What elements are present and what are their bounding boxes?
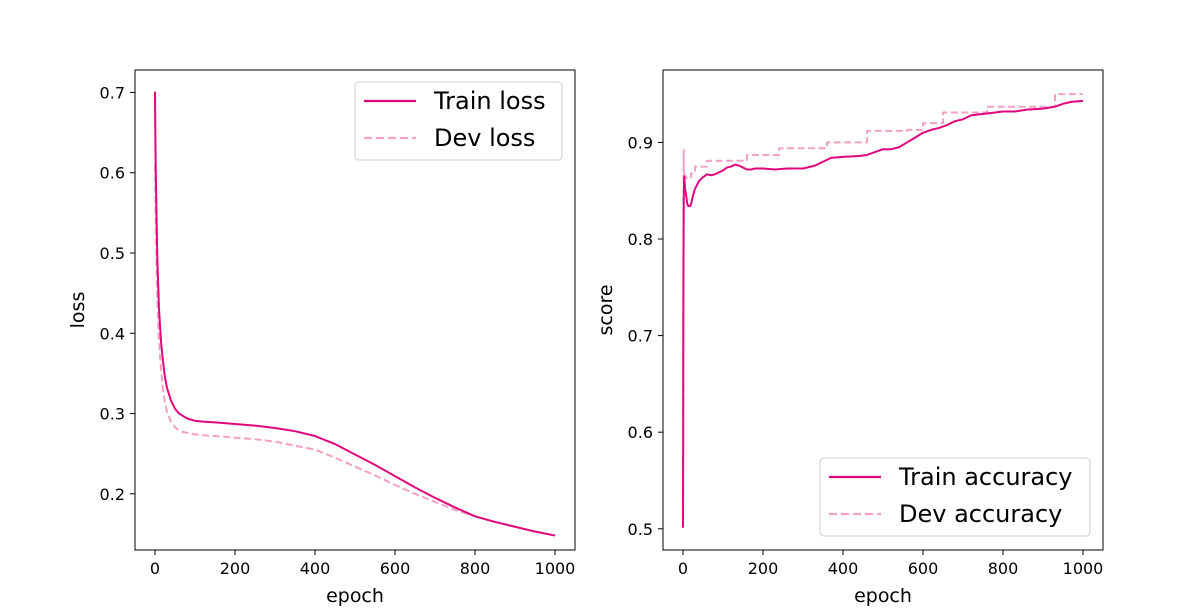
loss-ytick-label: 0.2	[100, 485, 125, 504]
accuracy-ytick-label: 0.6	[628, 423, 653, 442]
accuracy-ytick-label: 0.5	[628, 520, 653, 539]
loss-series-train-loss	[154, 91, 556, 537]
accuracy-chart: 0 200 400 600 800 1000 0.5 0.6 0.7 0.8 0.9 epoch s…	[595, 69, 1104, 607]
accuracy-xtick-label: 800	[988, 559, 1019, 578]
loss-legend: Train loss Dev loss	[354, 81, 563, 161]
loss-ytick-label: 0.6	[100, 164, 125, 183]
loss-xtick-label: 600	[380, 559, 411, 578]
accuracy-legend: Train accuracy Dev accuracy	[819, 457, 1091, 537]
loss-series-dev-loss	[154, 164, 556, 537]
loss-xtick-label: 200	[220, 559, 251, 578]
accuracy-xtick-label: 0	[678, 559, 688, 578]
accuracy-xtick-label: 600	[908, 559, 939, 578]
loss-xtick-label: 800	[460, 559, 491, 578]
loss-ytick-label: 0.7	[100, 83, 125, 102]
accuracy-ytick-label: 0.8	[628, 230, 653, 249]
loss-x-axis-label: epoch	[326, 585, 384, 607]
loss-ytick-label: 0.3	[100, 405, 125, 424]
accuracy-xtick-label: 400	[828, 559, 859, 578]
loss-xtick-label: 400	[300, 559, 331, 578]
accuracy-xtick-label: 1000	[1063, 559, 1104, 578]
accuracy-plot-lines	[682, 93, 1084, 528]
loss-y-axis-label: loss	[67, 292, 89, 329]
legend-dev-loss-label: Dev loss	[434, 124, 535, 152]
legend-dev-accuracy-label: Dev accuracy	[899, 500, 1062, 528]
legend-train-loss-label: Train loss	[433, 87, 546, 115]
loss-ytick-label: 0.4	[100, 324, 125, 343]
loss-plot-lines	[154, 91, 556, 537]
loss-ticks: 0 200 400 600 800 1000 0.2 0.3 0.4 0.5 0.6 0.7	[100, 83, 576, 578]
accuracy-ytick-label: 0.9	[628, 133, 653, 152]
accuracy-series-train-accuracy	[682, 99, 1084, 528]
loss-ytick-label: 0.5	[100, 244, 125, 263]
accuracy-legend-box	[819, 457, 1091, 537]
accuracy-ticks: 0 200 400 600 800 1000 0.5 0.6 0.7 0.8 0.9	[628, 133, 1104, 578]
loss-xtick-label: 0	[150, 559, 160, 578]
accuracy-ytick-label: 0.7	[628, 327, 653, 346]
loss-axes-frame	[134, 69, 576, 551]
loss-xtick-label: 1000	[535, 559, 576, 578]
accuracy-x-axis-label: epoch	[854, 585, 912, 607]
loss-chart: 0 200 400 600 800 1000 0.2 0.3 0.4 0.5 0.6 0.7 epoc…	[67, 69, 576, 607]
accuracy-axes-frame	[662, 69, 1104, 551]
accuracy-series-dev-accuracy	[682, 93, 1083, 414]
accuracy-xtick-label: 200	[748, 559, 779, 578]
legend-train-accuracy-label: Train accuracy	[898, 463, 1073, 491]
accuracy-y-axis-label: score	[595, 284, 617, 335]
